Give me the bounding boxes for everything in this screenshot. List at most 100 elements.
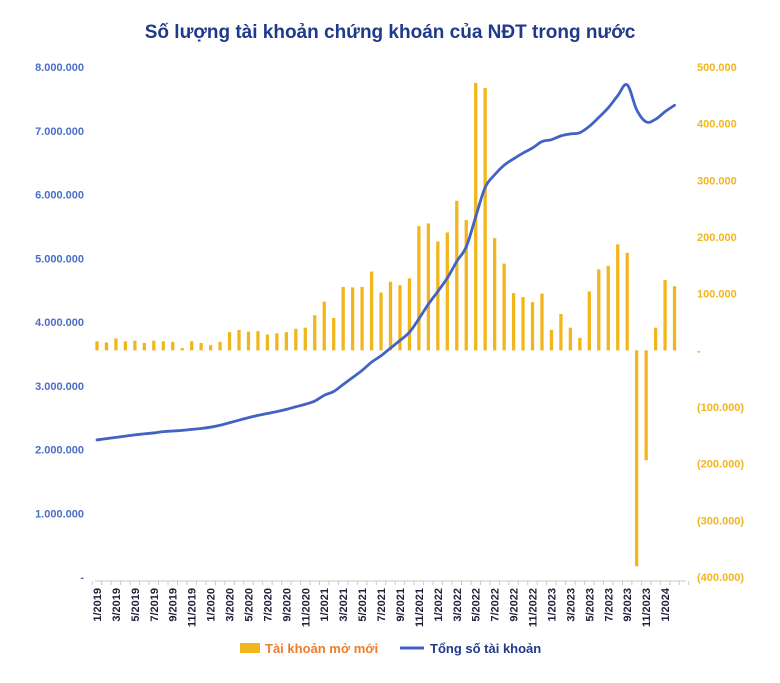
bar-4-2023 — [578, 337, 582, 351]
bar-5-2019 — [133, 340, 137, 351]
x-tick-label: 3/2020 — [225, 588, 237, 622]
bar-9-2019 — [171, 341, 175, 351]
x-tick-label: 1/2024 — [660, 587, 672, 622]
y-left-tick-label: 3.000.000 — [35, 381, 84, 393]
bar-4-2022 — [464, 220, 468, 351]
legend-label-total-accounts: Tổng số tài khoản — [430, 641, 541, 656]
x-tick-label: 11/2022 — [528, 588, 540, 627]
x-tick-label: 5/2023 — [584, 588, 596, 622]
bar-10-2021 — [407, 278, 412, 351]
bar-12-2022 — [540, 293, 544, 351]
bar-5-2021 — [360, 286, 364, 351]
x-tick-label: 1/2019 — [92, 588, 104, 622]
bar-1-2021 — [322, 301, 326, 351]
bar-3-2023 — [568, 327, 573, 351]
y-right-tick-label: (200.000) — [697, 459, 744, 471]
bar-12-2019 — [199, 342, 203, 351]
bar-7-2022 — [492, 238, 497, 351]
bar-7-2021 — [379, 292, 383, 351]
y-left-tick-label: 7.000.000 — [35, 126, 84, 138]
bar-6-2021 — [369, 271, 374, 351]
bar-6-2023 — [597, 269, 601, 351]
y-right-tick-label: 200.000 — [697, 232, 737, 244]
x-tick-label: 5/2020 — [243, 588, 255, 622]
y-right-tick-label: (400.000) — [697, 572, 744, 584]
bar-10-2022 — [521, 297, 525, 351]
bar-2-2021 — [332, 318, 336, 351]
x-tick-label: 1/2020 — [206, 588, 218, 622]
y-right-tick-label: (300.000) — [697, 515, 744, 527]
bar-2-2024 — [672, 286, 677, 351]
bar-12-2020 — [313, 315, 317, 351]
y-right-tick-label: 100.000 — [697, 289, 737, 301]
bar-12-2023 — [653, 327, 658, 351]
bar-2-2019 — [104, 342, 109, 351]
y-right-tick-label: (100.000) — [697, 402, 744, 414]
y-right-tick-label: - — [697, 345, 701, 357]
bar-3-2020 — [227, 332, 232, 351]
line-total-accounts — [95, 83, 676, 442]
x-tick-label: 3/2021 — [338, 588, 350, 622]
x-tick-label: 11/2023 — [641, 588, 653, 627]
y-left-tick-label: 5.000.000 — [35, 253, 84, 265]
chart-title: Số lượng tài khoản chứng khoán của NĐT t… — [144, 22, 636, 43]
bar-8-2021 — [388, 281, 393, 351]
x-tick-label: 5/2021 — [357, 588, 369, 622]
x-tick-label: 9/2021 — [395, 588, 407, 622]
bar-4-2020 — [237, 329, 241, 351]
x-tick-label: 7/2023 — [603, 588, 615, 622]
bar-4-2019 — [123, 341, 128, 351]
bar-5-2020 — [246, 331, 251, 351]
x-tick-label: 7/2021 — [376, 588, 388, 622]
x-tick-label: 11/2020 — [300, 588, 312, 627]
bar-6-2022 — [483, 87, 487, 351]
x-tick-label: 1/2023 — [546, 588, 558, 622]
bar-5-2023 — [587, 291, 591, 351]
x-tick-label: 3/2022 — [452, 588, 464, 622]
bar-1-2023 — [549, 329, 554, 351]
x-tick-label: 3/2019 — [111, 588, 123, 622]
bar-11-2022 — [530, 302, 535, 351]
x-tick-label: 11/2019 — [187, 588, 199, 627]
bar-1-2020 — [208, 345, 213, 351]
bar-8-2019 — [161, 341, 165, 351]
bar-6-2020 — [256, 331, 260, 351]
bar-4-2021 — [350, 287, 355, 351]
bar-10-2023 — [635, 350, 639, 567]
y-right-tick-label: 500.000 — [697, 62, 737, 74]
bar-2-2023 — [559, 314, 563, 351]
bar-2-2020 — [218, 341, 222, 351]
legend-label-new-accounts: Tài khoản mở mới — [265, 641, 378, 656]
bar-1-2024 — [663, 280, 667, 351]
y-right-tick-label: 400.000 — [697, 119, 737, 131]
x-tick-label: 3/2023 — [565, 588, 577, 622]
y-left-tick-label: 1.000.000 — [35, 508, 84, 520]
y-left-tick-label: 8.000.000 — [35, 62, 84, 74]
bar-11-2019 — [190, 341, 194, 351]
bar-3-2022 — [455, 200, 459, 351]
y-left-tick-label: 2.000.000 — [35, 445, 84, 457]
bar-9-2022 — [511, 293, 516, 351]
x-tick-label: 11/2021 — [414, 588, 426, 627]
bar-12-2021 — [426, 223, 431, 351]
bar-2-2022 — [445, 232, 449, 351]
legend-bar-swatch — [240, 643, 260, 653]
x-tick-label: 5/2022 — [471, 588, 483, 622]
x-tick-label: 7/2022 — [490, 588, 502, 622]
x-tick-label: 1/2022 — [433, 588, 445, 622]
bar-7-2019 — [152, 340, 156, 351]
bar-11-2023 — [644, 350, 648, 461]
bar-11-2020 — [303, 327, 307, 351]
bar-9-2020 — [284, 332, 289, 351]
bar-7-2023 — [606, 265, 610, 351]
bar-1-2019 — [95, 341, 99, 351]
bar-9-2021 — [398, 285, 402, 351]
y-left-tick-label: 6.000.000 — [35, 190, 84, 202]
bar-7-2020 — [265, 334, 270, 351]
bar-11-2021 — [417, 226, 421, 351]
x-tick-label: 7/2020 — [262, 588, 274, 622]
bar-3-2019 — [114, 338, 118, 351]
x-tick-label: 9/2019 — [168, 588, 180, 622]
x-tick-label: 1/2021 — [319, 588, 331, 622]
